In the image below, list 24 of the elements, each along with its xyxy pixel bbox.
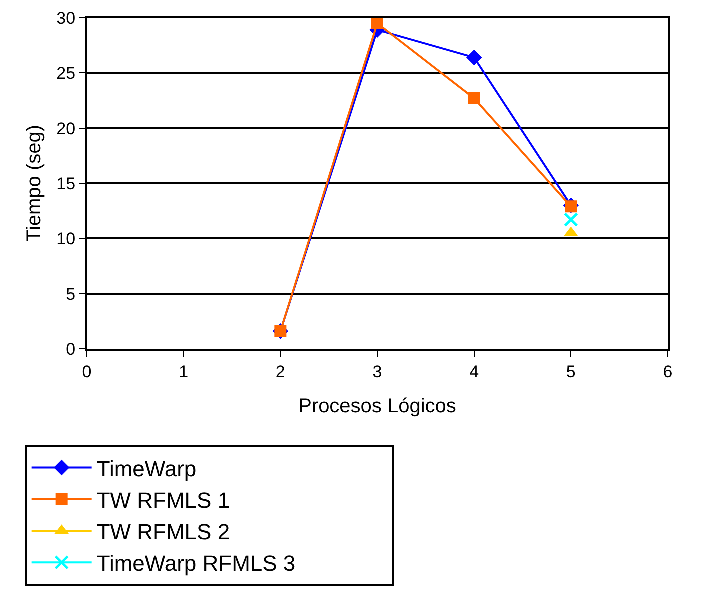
y-tick-label: 15 [56,174,76,194]
y-tick-label: 0 [66,340,76,359]
y-tick-label: 20 [56,119,76,138]
y-tick-label: 30 [56,8,76,28]
legend-label: TW RFMLS 1 [96,488,230,513]
x-tick-label: 5 [566,362,576,382]
point [468,92,480,105]
x-tick-label: 3 [372,362,382,382]
point [372,18,384,30]
y-axis-title: Tiempo (seg) [24,124,46,242]
legend-label: TimeWarp [96,456,197,482]
x-tick-label: 0 [82,362,92,382]
point [466,50,482,66]
point [564,212,578,228]
x-tick-label: 1 [179,362,189,382]
y-tick-label: 5 [66,284,76,304]
x-tick-label: 6 [663,362,673,382]
y-tick-label: 10 [56,230,76,249]
legend-label: TimeWarp RFMLS 3 [96,551,296,576]
legend-label: TW RFMLS 2 [96,520,230,545]
x-axis-title: Procesos Lógicos [298,395,456,418]
y-tick-label: 25 [56,64,76,84]
x-tick-label: 2 [276,362,286,382]
x-tick-label: 4 [470,362,480,382]
